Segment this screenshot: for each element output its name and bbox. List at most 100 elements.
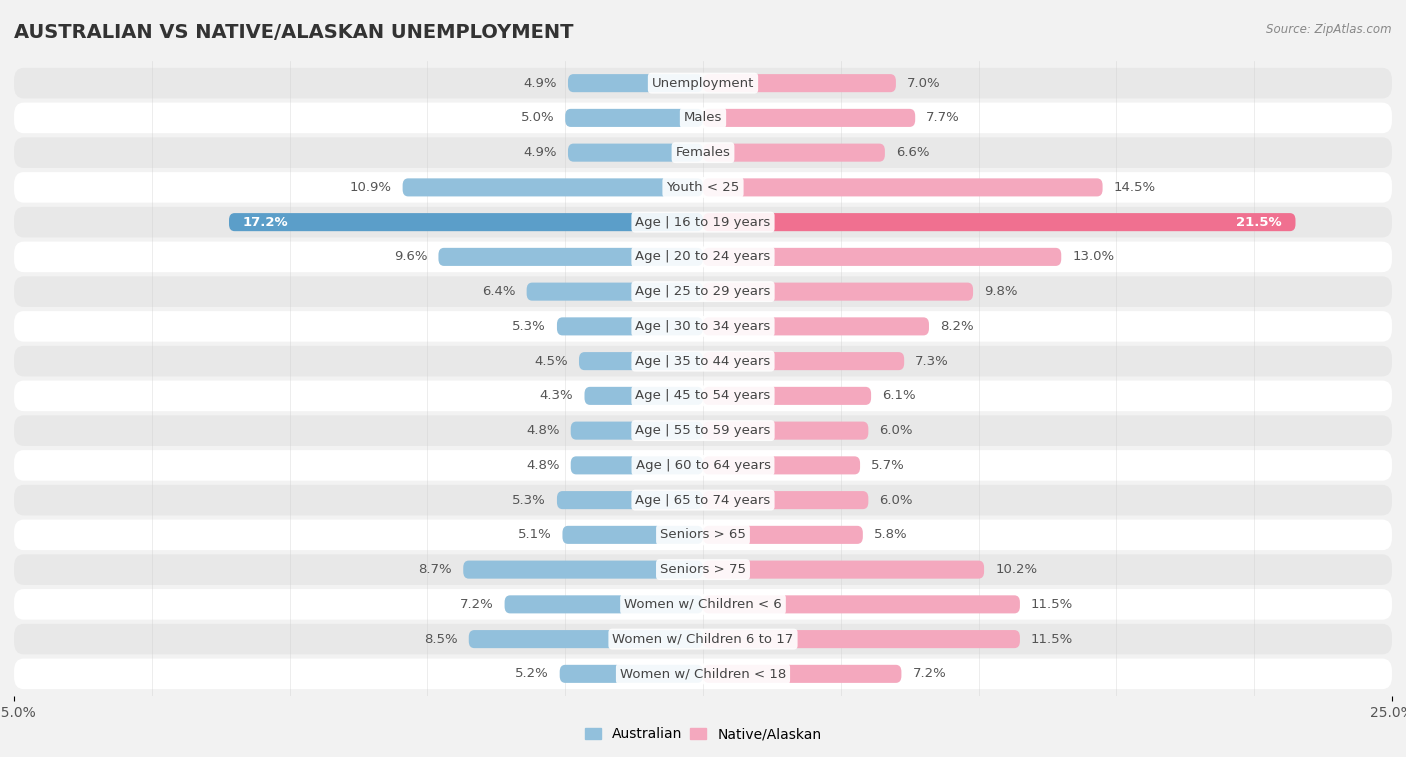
Text: 7.7%: 7.7%: [927, 111, 960, 124]
Text: Males: Males: [683, 111, 723, 124]
Text: 6.1%: 6.1%: [882, 389, 915, 403]
Text: Women w/ Children 6 to 17: Women w/ Children 6 to 17: [613, 633, 793, 646]
FancyBboxPatch shape: [703, 144, 884, 162]
FancyBboxPatch shape: [585, 387, 703, 405]
FancyBboxPatch shape: [703, 282, 973, 301]
Text: 10.9%: 10.9%: [350, 181, 392, 194]
Text: 11.5%: 11.5%: [1031, 598, 1073, 611]
Text: Age | 25 to 29 years: Age | 25 to 29 years: [636, 285, 770, 298]
Text: Age | 35 to 44 years: Age | 35 to 44 years: [636, 354, 770, 368]
FancyBboxPatch shape: [505, 595, 703, 613]
Text: 6.0%: 6.0%: [879, 424, 912, 437]
Text: 6.4%: 6.4%: [482, 285, 516, 298]
FancyBboxPatch shape: [439, 248, 703, 266]
Text: 4.9%: 4.9%: [523, 146, 557, 159]
Text: Youth < 25: Youth < 25: [666, 181, 740, 194]
Legend: Australian, Native/Alaskan: Australian, Native/Alaskan: [579, 721, 827, 746]
FancyBboxPatch shape: [703, 630, 1019, 648]
FancyBboxPatch shape: [14, 241, 1392, 273]
Text: 5.1%: 5.1%: [517, 528, 551, 541]
Text: Age | 65 to 74 years: Age | 65 to 74 years: [636, 494, 770, 506]
Text: 21.5%: 21.5%: [1236, 216, 1282, 229]
Text: 10.2%: 10.2%: [995, 563, 1038, 576]
FancyBboxPatch shape: [14, 554, 1392, 585]
Text: 8.2%: 8.2%: [941, 320, 973, 333]
FancyBboxPatch shape: [14, 103, 1392, 133]
FancyBboxPatch shape: [703, 595, 1019, 613]
Text: 8.5%: 8.5%: [425, 633, 458, 646]
Text: Age | 60 to 64 years: Age | 60 to 64 years: [636, 459, 770, 472]
FancyBboxPatch shape: [568, 74, 703, 92]
Text: Source: ZipAtlas.com: Source: ZipAtlas.com: [1267, 23, 1392, 36]
Text: 5.8%: 5.8%: [875, 528, 907, 541]
FancyBboxPatch shape: [562, 526, 703, 544]
FancyBboxPatch shape: [579, 352, 703, 370]
FancyBboxPatch shape: [703, 491, 869, 509]
FancyBboxPatch shape: [14, 450, 1392, 481]
FancyBboxPatch shape: [703, 352, 904, 370]
Text: 5.0%: 5.0%: [520, 111, 554, 124]
FancyBboxPatch shape: [703, 248, 1062, 266]
Text: 14.5%: 14.5%: [1114, 181, 1156, 194]
Text: Females: Females: [675, 146, 731, 159]
FancyBboxPatch shape: [703, 387, 872, 405]
FancyBboxPatch shape: [703, 456, 860, 475]
FancyBboxPatch shape: [14, 519, 1392, 550]
Text: Seniors > 65: Seniors > 65: [659, 528, 747, 541]
FancyBboxPatch shape: [14, 137, 1392, 168]
Text: 9.6%: 9.6%: [394, 251, 427, 263]
FancyBboxPatch shape: [703, 561, 984, 578]
Text: Age | 30 to 34 years: Age | 30 to 34 years: [636, 320, 770, 333]
Text: Age | 20 to 24 years: Age | 20 to 24 years: [636, 251, 770, 263]
Text: 13.0%: 13.0%: [1073, 251, 1115, 263]
Text: 4.9%: 4.9%: [523, 76, 557, 89]
FancyBboxPatch shape: [703, 422, 869, 440]
FancyBboxPatch shape: [557, 317, 703, 335]
Text: 4.8%: 4.8%: [526, 459, 560, 472]
Text: 6.0%: 6.0%: [879, 494, 912, 506]
Text: Seniors > 75: Seniors > 75: [659, 563, 747, 576]
Text: AUSTRALIAN VS NATIVE/ALASKAN UNEMPLOYMENT: AUSTRALIAN VS NATIVE/ALASKAN UNEMPLOYMEN…: [14, 23, 574, 42]
Text: 9.8%: 9.8%: [984, 285, 1018, 298]
FancyBboxPatch shape: [703, 179, 1102, 196]
FancyBboxPatch shape: [560, 665, 703, 683]
Text: 7.3%: 7.3%: [915, 354, 949, 368]
FancyBboxPatch shape: [568, 144, 703, 162]
FancyBboxPatch shape: [463, 561, 703, 578]
FancyBboxPatch shape: [14, 589, 1392, 620]
FancyBboxPatch shape: [703, 665, 901, 683]
FancyBboxPatch shape: [703, 213, 1295, 231]
Text: 5.3%: 5.3%: [512, 320, 546, 333]
Text: 4.8%: 4.8%: [526, 424, 560, 437]
FancyBboxPatch shape: [14, 68, 1392, 98]
Text: Women w/ Children < 6: Women w/ Children < 6: [624, 598, 782, 611]
FancyBboxPatch shape: [571, 422, 703, 440]
Text: 5.2%: 5.2%: [515, 668, 548, 681]
FancyBboxPatch shape: [14, 416, 1392, 446]
Text: 4.5%: 4.5%: [534, 354, 568, 368]
FancyBboxPatch shape: [557, 491, 703, 509]
Text: Age | 16 to 19 years: Age | 16 to 19 years: [636, 216, 770, 229]
Text: 7.2%: 7.2%: [912, 668, 946, 681]
Text: 4.3%: 4.3%: [540, 389, 574, 403]
Text: 6.6%: 6.6%: [896, 146, 929, 159]
Text: 7.2%: 7.2%: [460, 598, 494, 611]
FancyBboxPatch shape: [703, 317, 929, 335]
FancyBboxPatch shape: [14, 276, 1392, 307]
Text: 7.0%: 7.0%: [907, 76, 941, 89]
FancyBboxPatch shape: [565, 109, 703, 127]
Text: 17.2%: 17.2%: [243, 216, 288, 229]
FancyBboxPatch shape: [14, 624, 1392, 654]
FancyBboxPatch shape: [14, 207, 1392, 238]
FancyBboxPatch shape: [571, 456, 703, 475]
FancyBboxPatch shape: [14, 311, 1392, 341]
Text: Age | 55 to 59 years: Age | 55 to 59 years: [636, 424, 770, 437]
Text: 5.7%: 5.7%: [872, 459, 905, 472]
FancyBboxPatch shape: [703, 74, 896, 92]
Text: Age | 45 to 54 years: Age | 45 to 54 years: [636, 389, 770, 403]
FancyBboxPatch shape: [14, 659, 1392, 689]
Text: Women w/ Children < 18: Women w/ Children < 18: [620, 668, 786, 681]
Text: Unemployment: Unemployment: [652, 76, 754, 89]
FancyBboxPatch shape: [527, 282, 703, 301]
FancyBboxPatch shape: [468, 630, 703, 648]
